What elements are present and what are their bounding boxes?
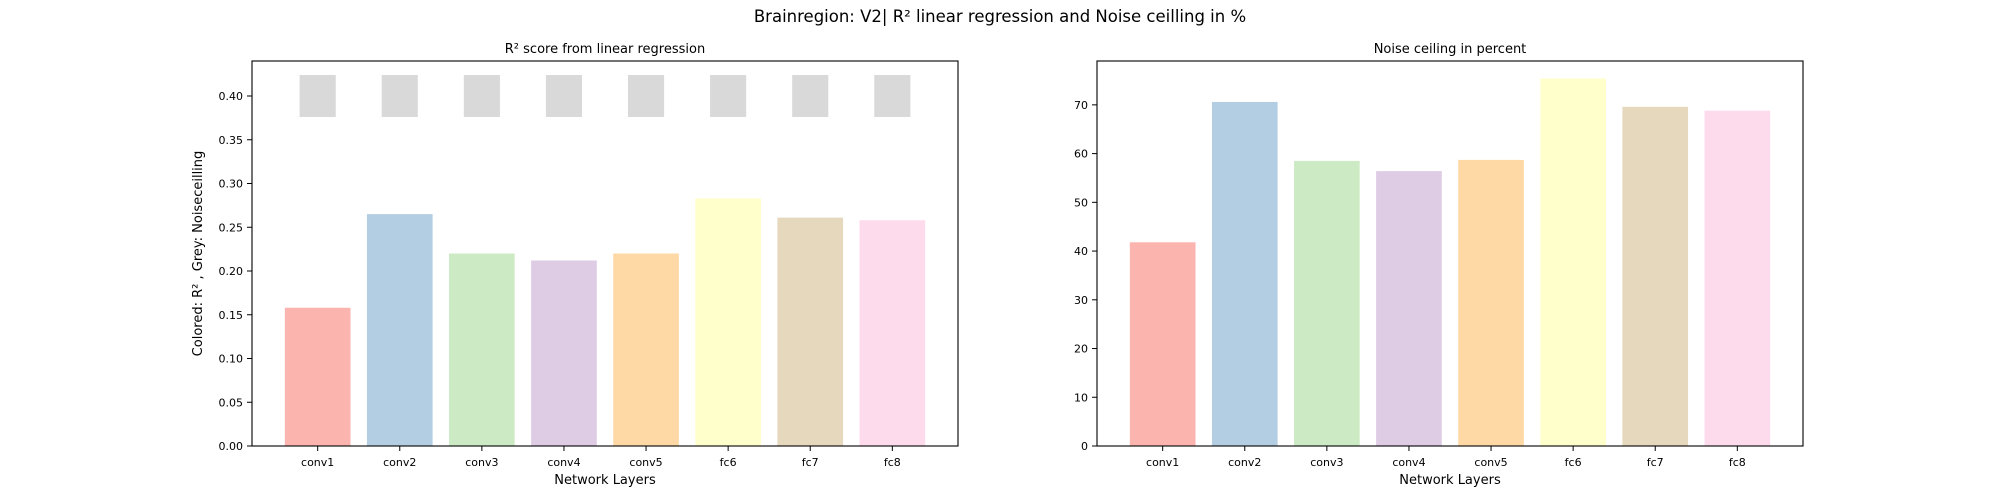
noise-xlabel: Network Layers <box>1399 473 1501 488</box>
noise-ytick-label: 40 <box>1074 245 1088 258</box>
noise-ytick-label: 70 <box>1074 99 1088 112</box>
r2-ytick-label: 0.15 <box>219 309 244 322</box>
noise-ytick-label: 50 <box>1074 196 1088 209</box>
r2-xtick-label: conv4 <box>547 456 580 469</box>
r2-bar-fc8 <box>859 220 926 446</box>
r2-xtick-label: conv2 <box>383 456 416 469</box>
figure-title: Brainregion: V2| R² linear regression an… <box>753 7 1247 26</box>
noise-axes-frame <box>1096 60 1804 447</box>
noise-ytick-label: 0 <box>1081 440 1088 453</box>
noise-xtick-label: fc7 <box>1647 456 1664 469</box>
noise-xtick-label: fc6 <box>1565 456 1582 469</box>
r2-ytick-label: 0.10 <box>219 353 244 366</box>
r2-xtick-label: fc6 <box>720 456 737 469</box>
r2-bar-fc6 <box>695 198 761 446</box>
r2-noise-ceiling-marker-conv2 <box>381 75 418 117</box>
noise-bar-conv2 <box>1211 101 1278 446</box>
r2-noise-ceiling-marker-conv1 <box>299 75 336 117</box>
noise-xtick-label: conv3 <box>1310 456 1343 469</box>
r2-panel: 0.00 0.05 0.10 0.15 0.20 0.25 0.30 0.35 0.40 conv… <box>191 42 959 488</box>
r2-bar-conv4 <box>531 260 597 446</box>
r2-noise-ceiling-marker-conv5 <box>627 75 665 117</box>
r2-ytick-label: 0.20 <box>219 265 244 278</box>
noise-panel: 0 10 20 30 40 50 60 70 conv1 conv2 conv3 conv4 conv5… <box>1074 42 1804 488</box>
r2-bar-conv2 <box>366 214 433 446</box>
noise-axes-title: Noise ceiling in percent <box>1374 42 1527 57</box>
noise-ytick-label: 10 <box>1074 391 1088 404</box>
noise-xtick-label: conv5 <box>1474 456 1507 469</box>
noise-ytick-label: 60 <box>1074 148 1088 161</box>
r2-xtick-label: fc7 <box>802 456 819 469</box>
noise-bar-conv4 <box>1376 171 1442 447</box>
r2-noise-ceiling-marker-fc6 <box>710 75 747 117</box>
r2-ytick-label: 0.30 <box>219 178 244 191</box>
r2-axes-frame <box>251 60 959 447</box>
r2-noise-ceiling-marker-fc7 <box>792 75 829 117</box>
noise-xtick-label: conv2 <box>1228 456 1261 469</box>
noise-xtick-label: fc8 <box>1729 456 1746 469</box>
r2-xlabel: Network Layers <box>554 473 656 488</box>
r2-ytick-label: 0.40 <box>219 90 244 103</box>
r2-ytick-label: 0.00 <box>219 440 244 453</box>
r2-bar-conv1 <box>284 307 351 446</box>
r2-ytick-label: 0.05 <box>219 396 244 409</box>
r2-bar-conv5 <box>613 253 679 446</box>
r2-xtick-label: conv3 <box>465 456 498 469</box>
noise-bar-conv3 <box>1294 160 1360 446</box>
noise-bar-fc7 <box>1622 106 1689 447</box>
noise-bar-fc6 <box>1540 78 1606 446</box>
r2-noise-ceiling-marker-fc8 <box>874 75 911 117</box>
noise-ytick-label: 20 <box>1074 343 1088 356</box>
r2-ylabel: Colored: R² , Grey: Noiseceilling <box>191 151 206 357</box>
r2-ytick-label: 0.35 <box>219 134 244 147</box>
r2-xtick-label: fc8 <box>884 456 901 469</box>
r2-ytick-label: 0.25 <box>219 221 244 234</box>
r2-axes-title: R² score from linear regression <box>505 42 705 57</box>
r2-noise-ceiling-marker-conv4 <box>545 75 583 117</box>
r2-xtick-label: conv1 <box>301 456 334 469</box>
noise-bar-fc8 <box>1704 110 1771 446</box>
r2-noise-ceiling-marker-conv3 <box>463 75 500 117</box>
r2-bar-fc7 <box>777 217 844 446</box>
noise-xtick-label: conv4 <box>1392 456 1425 469</box>
r2-bar-conv3 <box>449 253 515 446</box>
noise-bar-conv5 <box>1458 159 1524 447</box>
noise-bar-conv1 <box>1129 242 1196 446</box>
r2-xtick-label: conv5 <box>629 456 662 469</box>
noise-ytick-label: 30 <box>1074 294 1088 307</box>
noise-xtick-label: conv1 <box>1146 456 1179 469</box>
